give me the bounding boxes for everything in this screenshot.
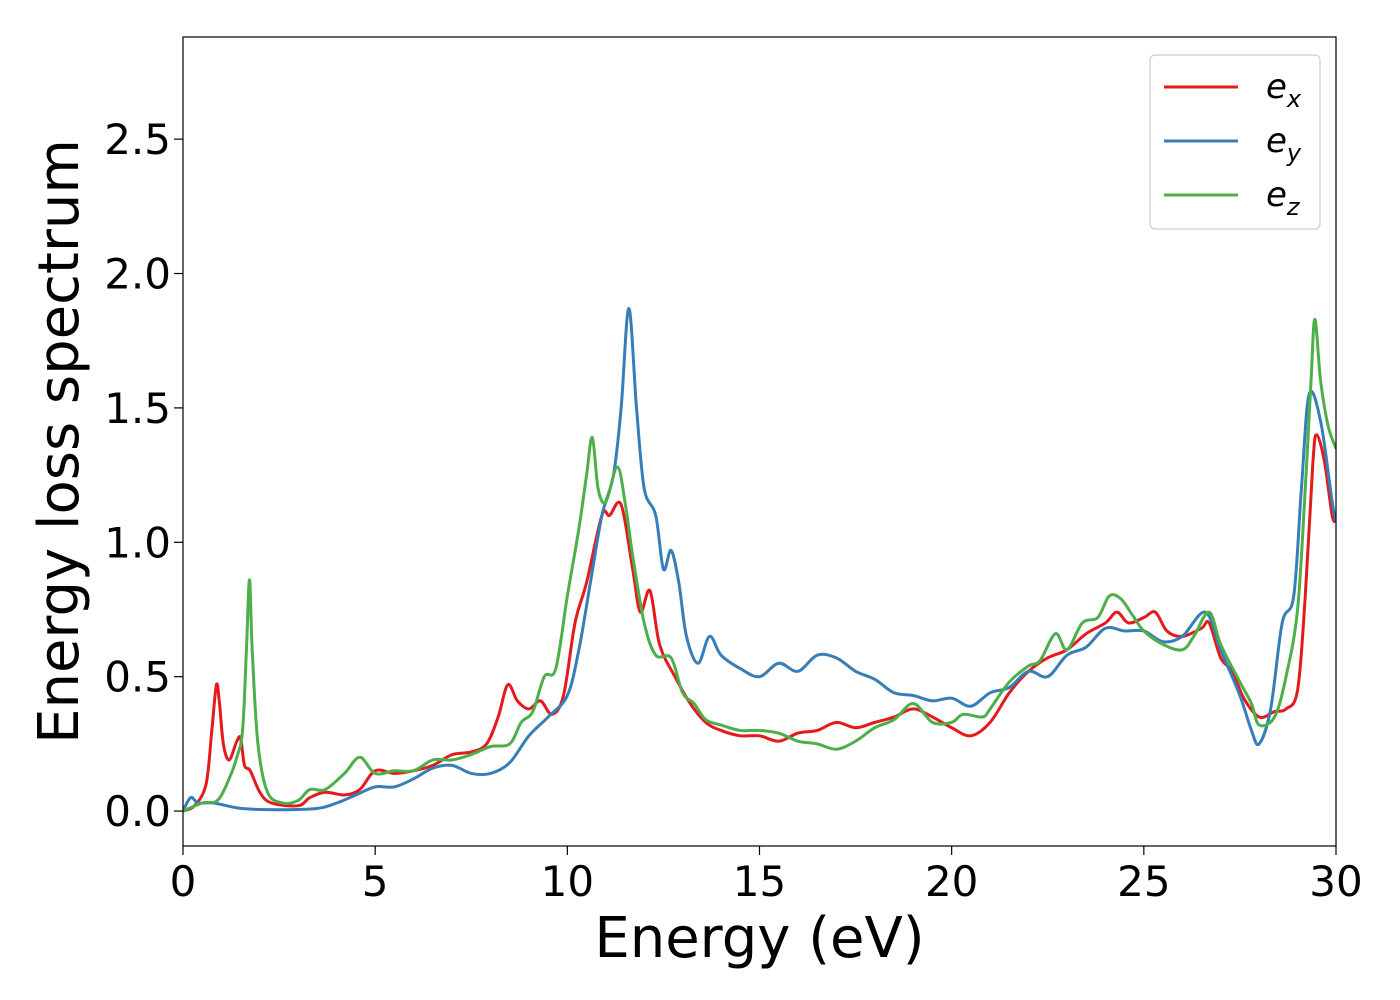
- x-tick-label: 20: [925, 857, 978, 906]
- x-tick-label: 15: [733, 857, 786, 906]
- x-tick-label: 10: [541, 857, 594, 906]
- x-tick-label: 30: [1309, 857, 1362, 906]
- legend-label: ey: [1266, 121, 1302, 167]
- series-line-ez: [183, 317, 1336, 813]
- x-tick-label: 0: [170, 857, 197, 906]
- y-axis-title: Energy loss spectrum: [27, 139, 92, 744]
- series-layer: [183, 306, 1336, 813]
- legend: ex ey ez: [1149, 54, 1321, 230]
- x-tick-label: 25: [1117, 857, 1170, 906]
- legend-label: ez: [1266, 175, 1301, 221]
- x-tick-label: 5: [362, 857, 389, 906]
- series-line-ex: [183, 433, 1336, 813]
- x-ticks: 0 5 10 15 20 25 30: [170, 846, 1363, 906]
- y-tick-label: 0.5: [104, 653, 171, 702]
- x-axis-title: Energy (eV): [594, 906, 924, 971]
- y-ticks: 0.0 0.5 1.0 1.5 2.0 2.5: [104, 115, 183, 836]
- series-line-ey: [183, 306, 1336, 813]
- legend-label: ex: [1266, 67, 1302, 113]
- y-tick-label: 0.0: [104, 787, 171, 836]
- y-tick-label: 1.0: [104, 518, 171, 567]
- y-tick-label: 2.5: [104, 115, 171, 164]
- y-tick-label: 1.5: [104, 384, 171, 433]
- y-tick-label: 2.0: [104, 250, 171, 299]
